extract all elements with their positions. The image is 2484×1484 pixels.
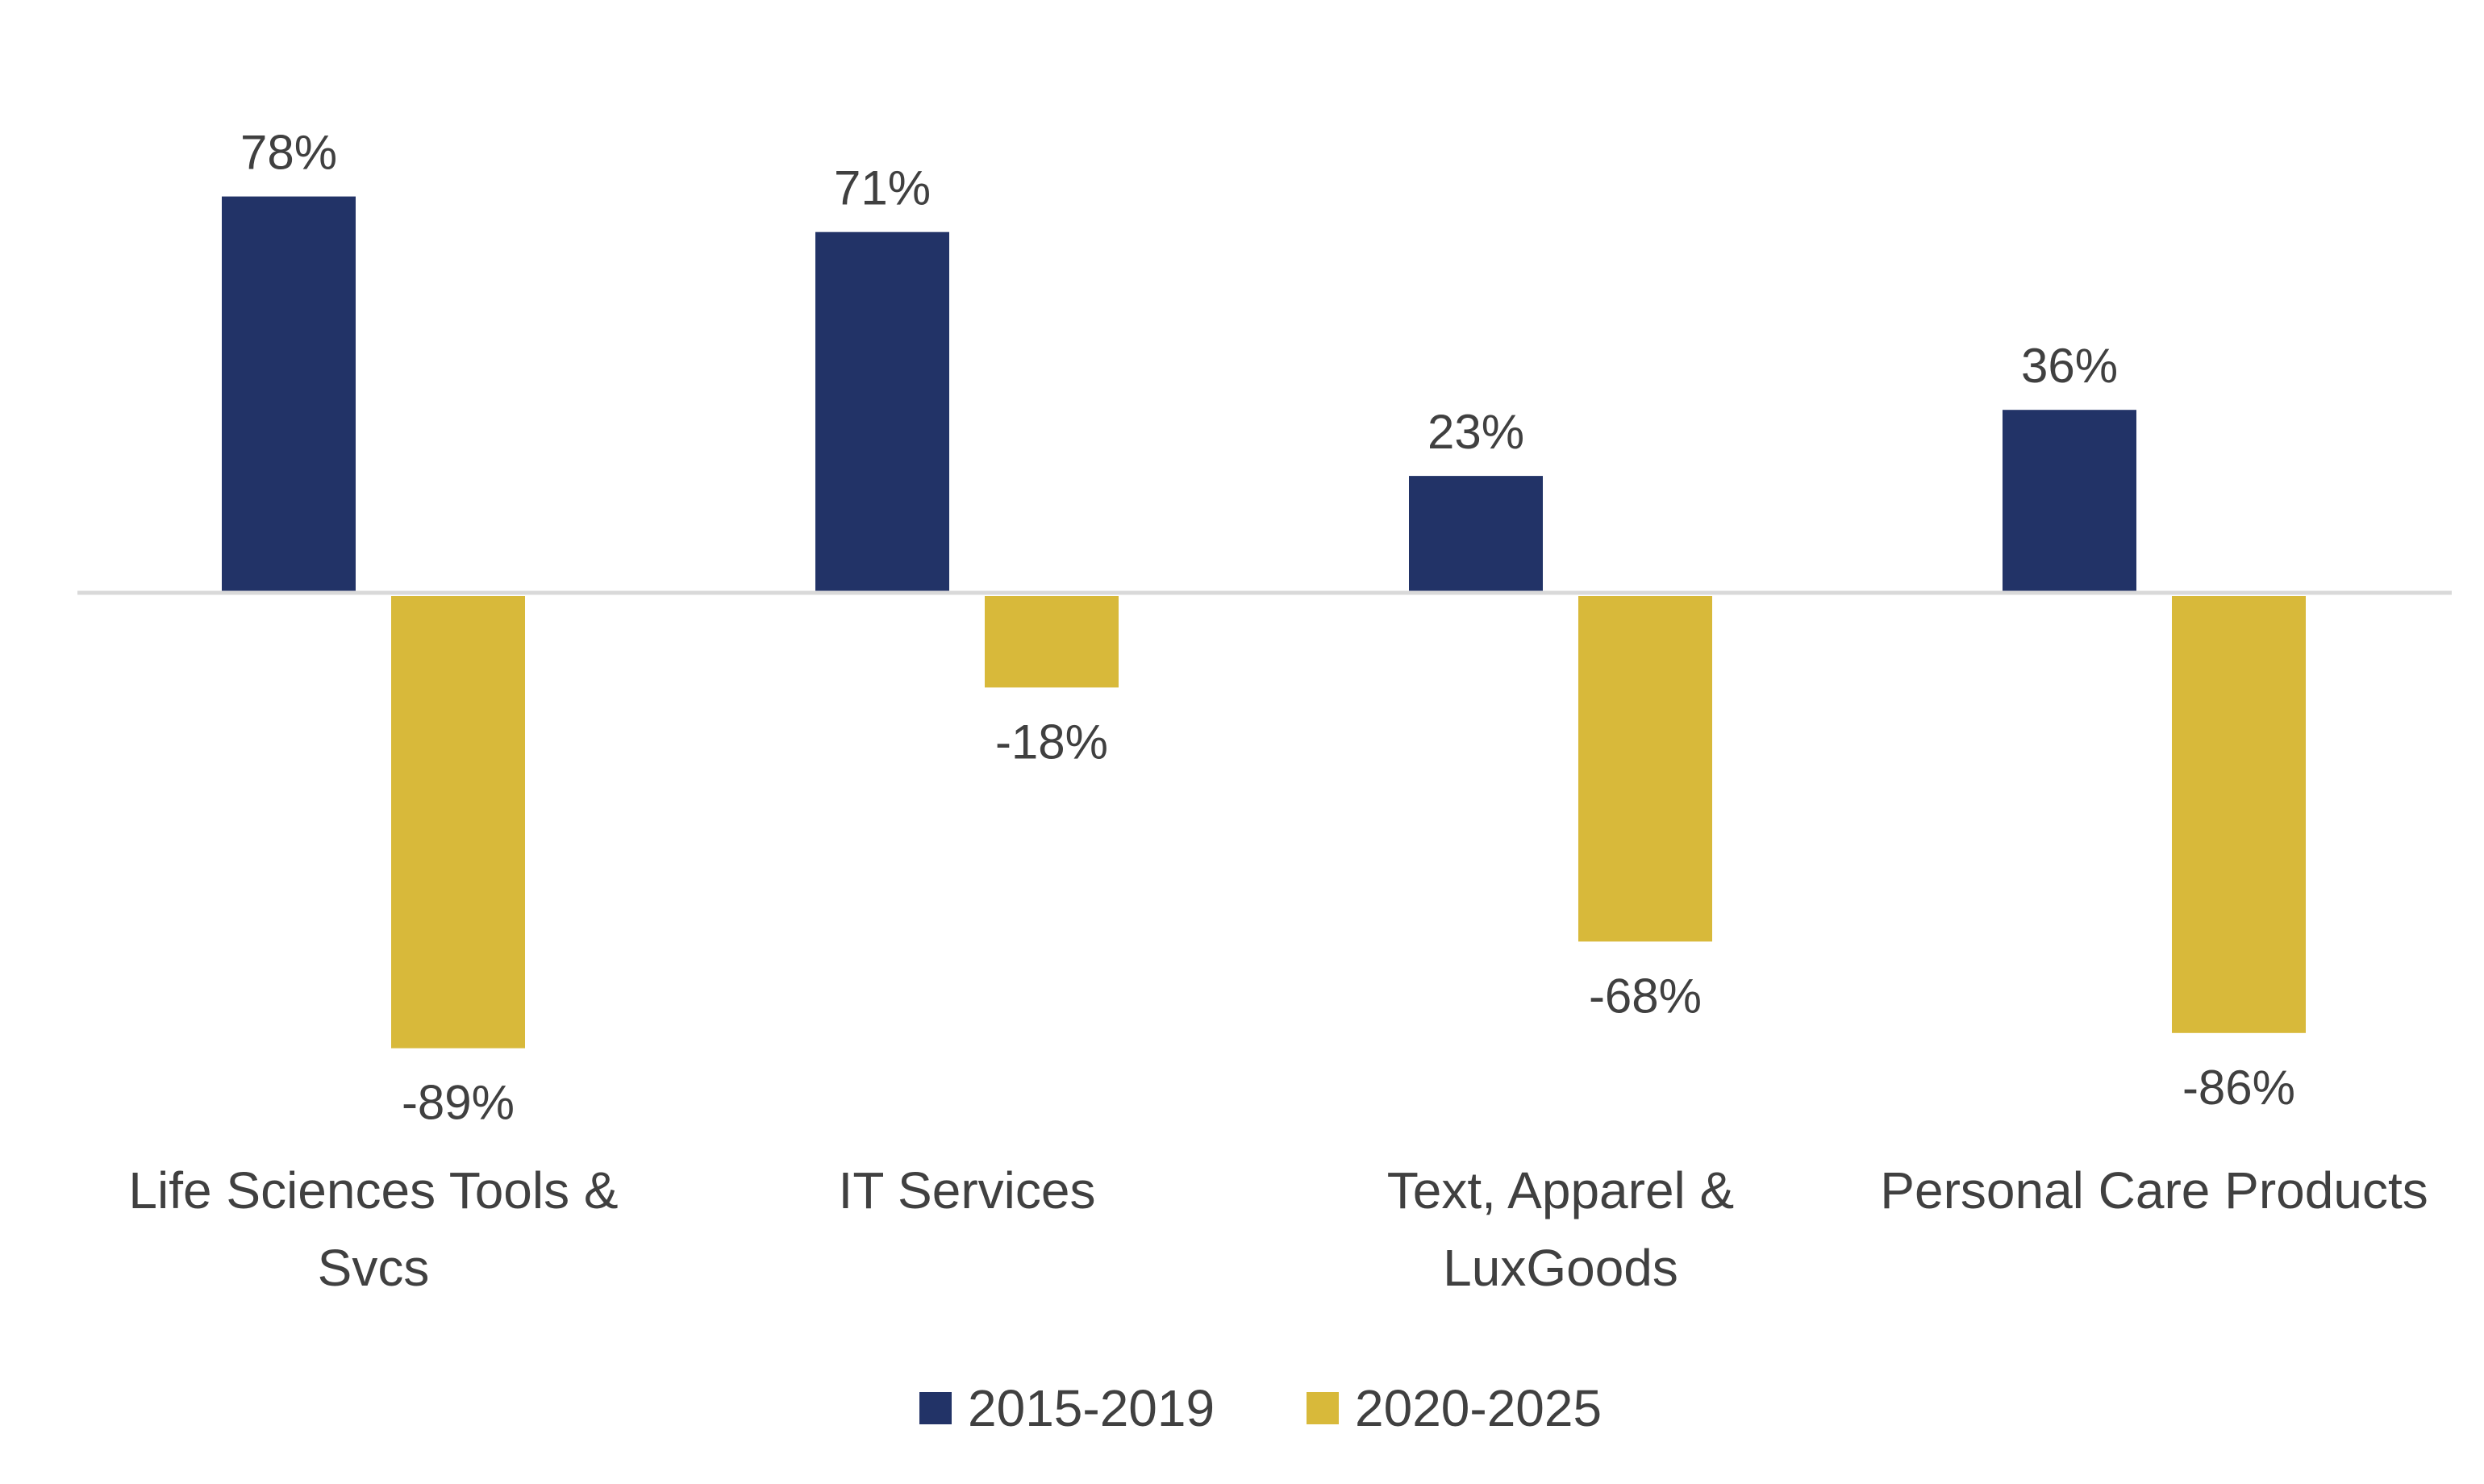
category-label-2-line-0: Text, Apparel &: [1387, 1161, 1734, 1219]
bar-2020-2025-0: [391, 596, 525, 1048]
bar-2015-2019-1: [815, 231, 949, 593]
bar-2020-2025-2: [1578, 596, 1712, 942]
data-label-2020-2025-0: -89%: [402, 1076, 515, 1130]
bar-2015-2019-0: [222, 196, 356, 593]
category-label-3-line-0: Personal Care Products: [1880, 1161, 2428, 1219]
data-label-2020-2025-3: -86%: [2182, 1061, 2295, 1115]
bars-layer: [222, 196, 2306, 1048]
data-label-2020-2025-2: -68%: [1589, 969, 1702, 1023]
bar-2015-2019-2: [1409, 476, 1543, 593]
bar-2015-2019-3: [2003, 410, 2136, 593]
data-label-2015-2019-1: 71%: [834, 161, 931, 215]
legend-swatch-2015-2019: [919, 1392, 952, 1424]
category-label-0-line-1: Svcs: [318, 1239, 430, 1297]
data-labels-layer: 78% -89% 71% -18% 23% -68% 36% -86%: [240, 126, 2295, 1130]
category-label-1-line-0: IT Services: [839, 1161, 1096, 1219]
category-label-0-line-0: Life Sciences Tools &: [128, 1161, 618, 1219]
legend: 2015-2019 2020-2025: [919, 1379, 1602, 1437]
data-label-2015-2019-2: 23%: [1427, 405, 1524, 459]
bar-2020-2025-1: [985, 596, 1119, 688]
category-labels-layer: Life Sciences Tools & Svcs IT Services Text…: [128, 1161, 2428, 1297]
category-label-2-line-1: LuxGoods: [1443, 1239, 1678, 1297]
legend-swatch-2020-2025: [1307, 1392, 1339, 1424]
bar-2020-2025-3: [2172, 596, 2306, 1033]
legend-label-2020-2025: 2020-2025: [1355, 1379, 1602, 1437]
legend-label-2015-2019: 2015-2019: [968, 1379, 1215, 1437]
data-label-2015-2019-0: 78%: [240, 126, 337, 180]
data-label-2015-2019-3: 36%: [2021, 339, 2118, 393]
data-label-2020-2025-1: -18%: [995, 715, 1108, 769]
